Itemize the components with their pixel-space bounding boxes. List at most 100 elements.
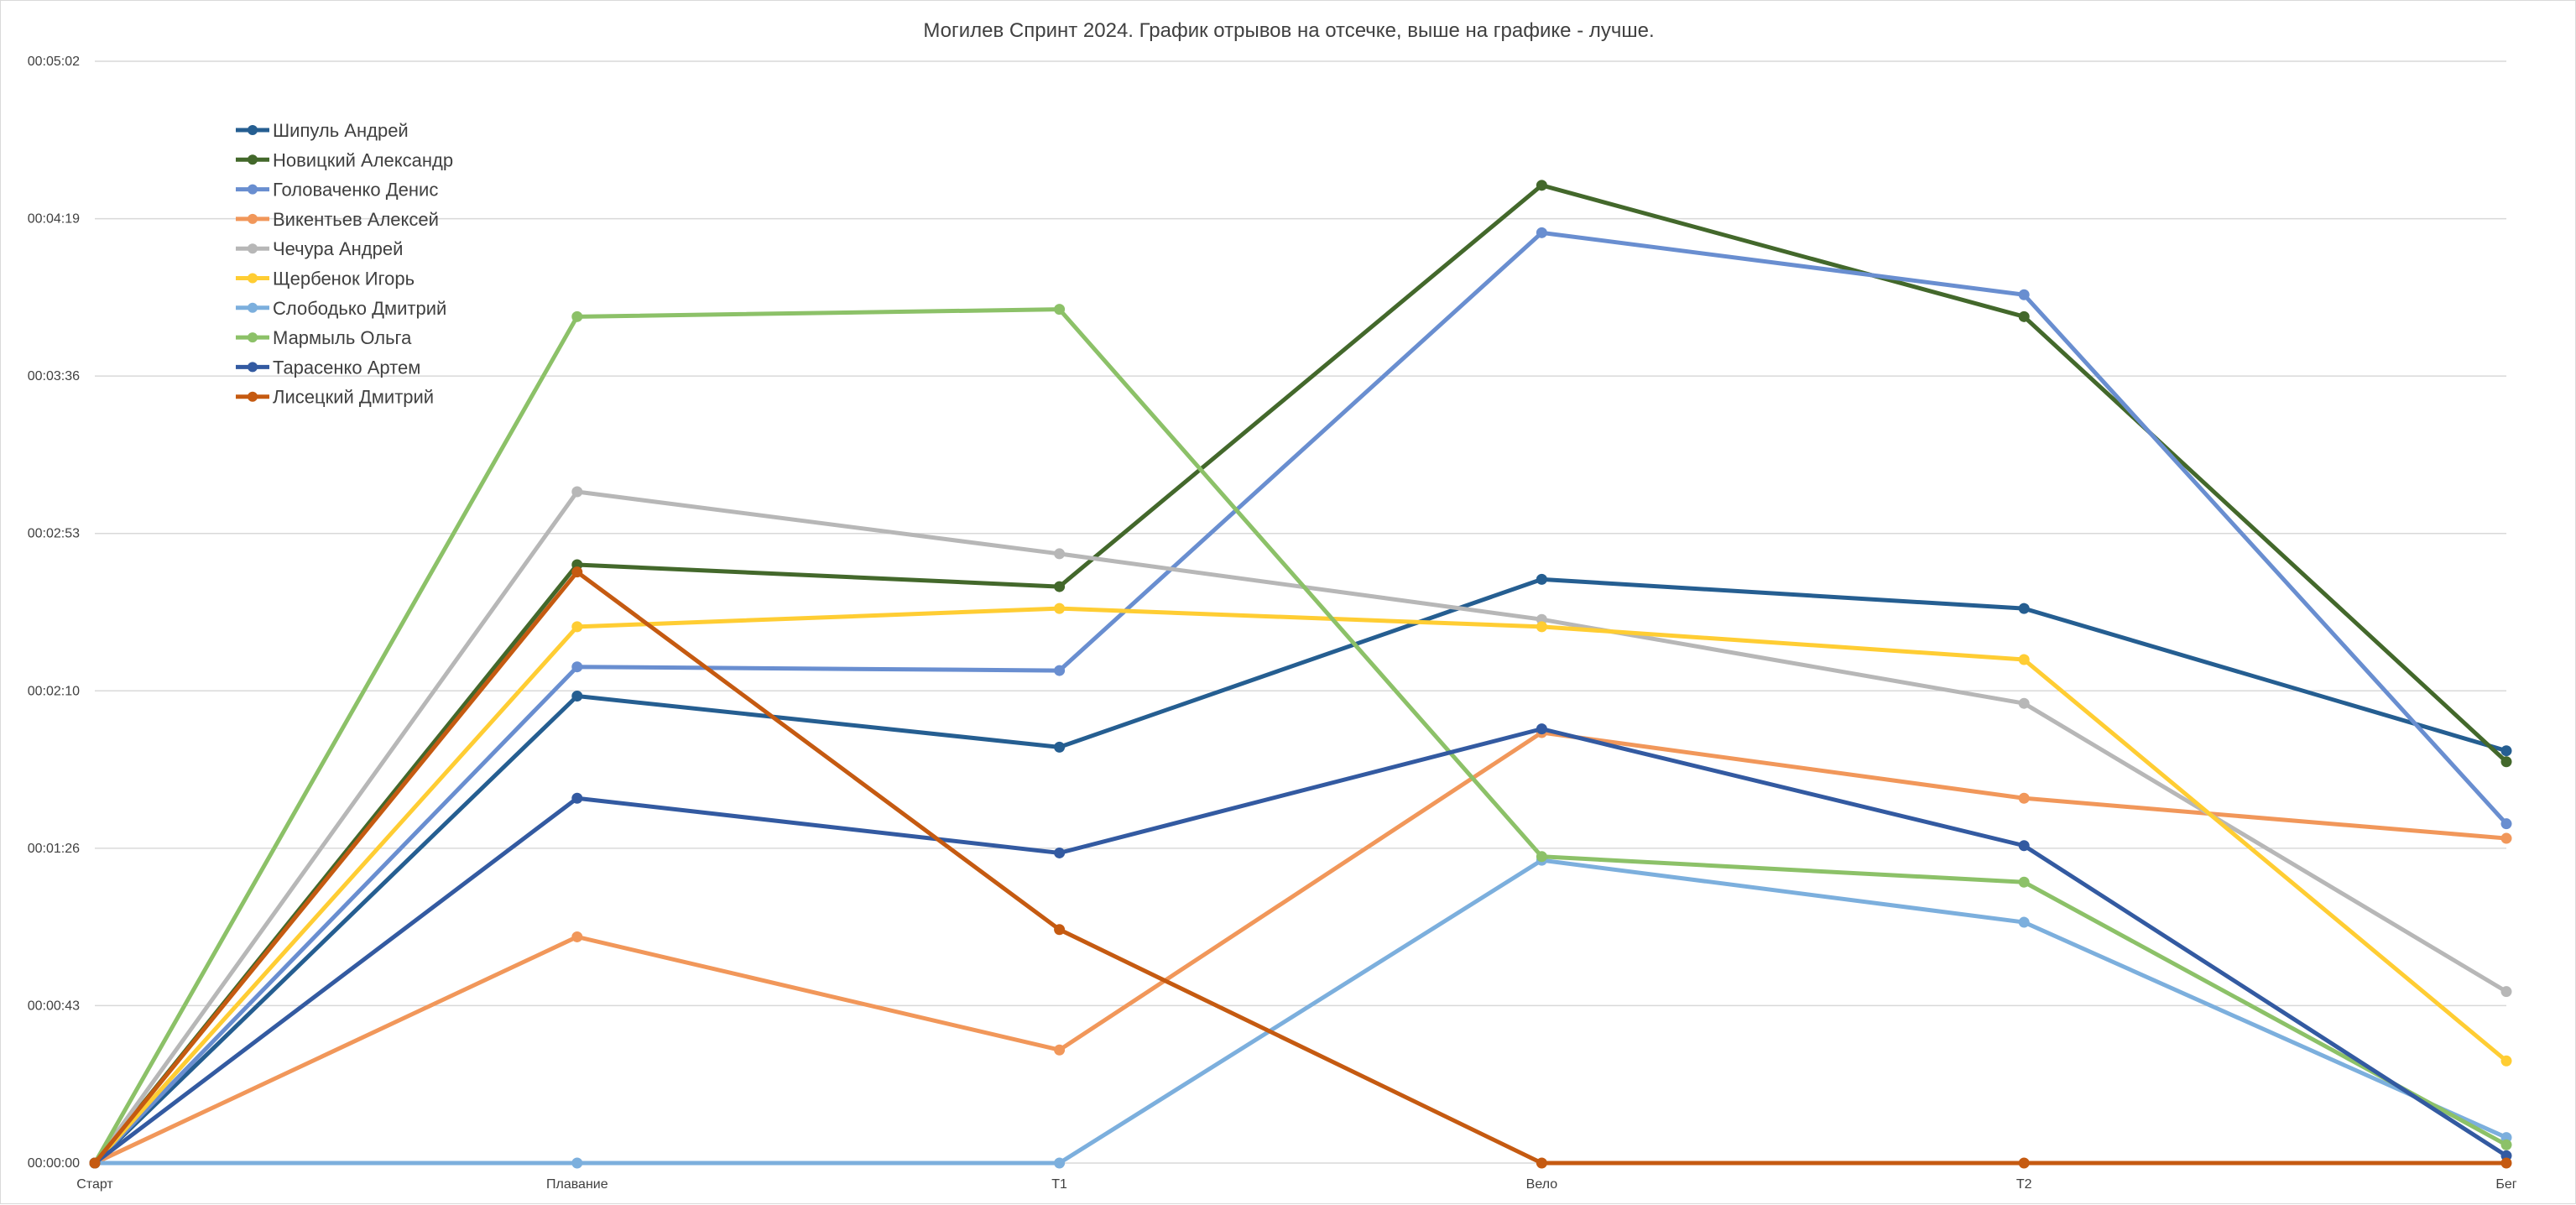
series-line [92,489,2509,1166]
series-line [92,606,2509,1166]
data-point [1054,602,1066,614]
data-point [1054,304,1066,316]
legend-item: Слободько Дмитрий [236,298,446,319]
data-point [2018,697,2030,709]
legend-item: Мармыль Ольга [236,327,412,348]
x-tick-label: Вело [1526,1177,1558,1192]
y-tick-label: 00:03:36 [28,369,80,383]
legend: Шипуль Андрей Новицкий Александр Головачен… [236,120,453,408]
series-layer [89,180,2512,1169]
series-line [92,307,2509,1166]
y-tick-label: 00:04:19 [28,212,80,227]
data-point [571,1157,583,1169]
x-tick-label: Т2 [2016,1177,2032,1192]
data-point [571,690,583,702]
data-point [1054,1157,1066,1169]
x-tick-label: Старт [76,1177,113,1192]
y-axis-ticks: 00:00:00 00:00:43 00:01:26 00:02:10 00:02:53… [28,55,80,1171]
data-point [571,566,583,578]
data-point [571,792,583,804]
chart-title: Могилев Спринт 2024. График отрывов на о… [923,19,1654,42]
data-point [1536,621,1547,633]
series-10 [89,566,2512,1169]
legend-swatch-marker [248,243,258,254]
data-point [2500,1055,2512,1067]
legend-item: Тарасенко Артем [236,357,420,378]
grid-layer [95,60,2506,1164]
series-line [92,230,2509,1166]
series-line [92,570,2509,1166]
data-point [2500,832,2512,844]
series-6 [89,602,2512,1169]
legend-swatch-marker [248,273,258,284]
data-point [2018,654,2030,665]
data-point [1536,1157,1547,1169]
data-point [2018,916,2030,928]
series-9 [89,723,2512,1169]
y-tick-label: 00:02:53 [28,527,80,541]
legend-item: Шипуль Андрей [236,120,409,141]
series-2 [89,180,2512,1169]
legend-swatch-marker [248,125,258,135]
series-line [92,727,2509,1166]
data-point [1054,1044,1066,1056]
data-point [571,486,583,498]
legend-swatch-marker [248,302,258,313]
data-point [1536,573,1547,585]
series-line [92,730,2509,1166]
legend-label: Новицкий Александр [273,149,453,170]
x-axis-ticks: Старт Плавание Т1 Вело Т2 Бег [76,1177,2517,1192]
legend-item: Чечура Андрей [236,238,403,259]
data-point [2500,756,2512,768]
legend-label: Щербенок Игорь [273,269,415,290]
series-line [92,183,2509,1166]
data-point [2500,1139,2512,1150]
y-tick-label: 00:02:10 [28,684,80,698]
data-point [1054,847,1066,858]
data-point [2500,818,2512,830]
data-point [1536,851,1547,863]
legend-swatch-marker [248,362,258,373]
series-7 [89,854,2512,1169]
data-point [2018,840,2030,852]
legend-label: Шипуль Андрей [273,120,409,141]
data-point [1054,548,1066,560]
data-point [2500,1157,2512,1169]
x-tick-label: Плавание [546,1177,608,1192]
data-point [2018,1157,2030,1169]
y-tick-label: 00:00:43 [28,999,80,1013]
legend-item: Новицкий Александр [236,149,453,170]
series-line [92,576,2509,1166]
legend-swatch-marker [248,213,258,224]
y-tick-label: 00:05:02 [28,55,80,69]
series-5 [89,486,2512,1169]
data-point [571,661,583,673]
data-point [89,1157,101,1169]
legend-item: Викентьев Алексей [236,209,439,230]
data-point [2018,310,2030,322]
series-3 [89,227,2512,1169]
data-point [1536,227,1547,238]
legend-label: Тарасенко Артем [273,357,420,378]
y-tick-label: 00:00:00 [28,1156,80,1171]
x-tick-label: Т1 [1051,1177,1067,1192]
legend-label: Чечура Андрей [273,238,403,259]
data-point [1536,180,1547,191]
data-point [2018,876,2030,888]
data-point [1054,665,1066,676]
data-point [571,310,583,322]
legend-label: Слободько Дмитрий [273,298,446,319]
data-point [1536,723,1547,735]
legend-swatch-marker [248,391,258,402]
x-tick-label: Бег [2495,1177,2516,1192]
data-point [2018,792,2030,804]
legend-label: Головаченко Денис [273,180,438,201]
series-line [92,858,2509,1166]
legend-swatch-marker [248,332,258,343]
data-point [2500,745,2512,757]
data-point [2018,289,2030,300]
y-tick-label: 00:01:26 [28,842,80,856]
data-point [2500,986,2512,998]
